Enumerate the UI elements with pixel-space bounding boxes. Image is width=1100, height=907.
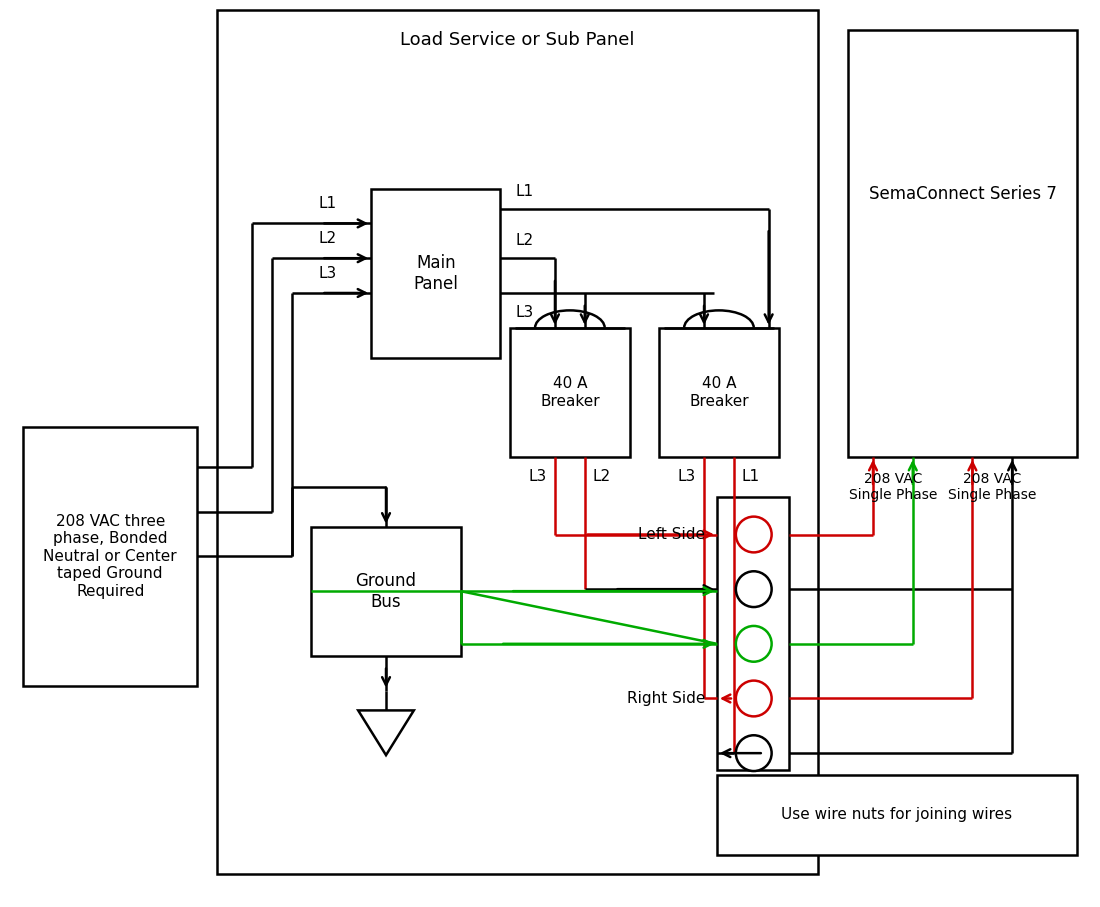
- Circle shape: [736, 571, 771, 607]
- Bar: [717, 775, 1077, 854]
- Bar: [717, 497, 789, 770]
- Text: SemaConnect Series 7: SemaConnect Series 7: [869, 185, 1056, 202]
- Text: Right Side: Right Side: [627, 691, 705, 706]
- Text: L1: L1: [318, 197, 337, 211]
- Circle shape: [736, 626, 771, 662]
- Bar: [217, 10, 818, 874]
- Text: 208 VAC
Single Phase: 208 VAC Single Phase: [849, 472, 937, 502]
- Text: Ground
Bus: Ground Bus: [355, 571, 417, 610]
- Text: L3: L3: [678, 469, 696, 484]
- Circle shape: [736, 736, 771, 771]
- Text: L2: L2: [593, 469, 611, 484]
- Bar: [311, 527, 461, 656]
- Bar: [371, 189, 500, 357]
- Bar: [510, 327, 629, 457]
- Text: Left Side: Left Side: [638, 527, 705, 542]
- Text: 40 A
Breaker: 40 A Breaker: [689, 376, 749, 408]
- Text: 40 A
Breaker: 40 A Breaker: [540, 376, 600, 408]
- Bar: [659, 327, 779, 457]
- Text: Use wire nuts for joining wires: Use wire nuts for joining wires: [781, 807, 1012, 823]
- Circle shape: [736, 517, 771, 552]
- Text: L1: L1: [515, 183, 534, 199]
- Circle shape: [736, 680, 771, 717]
- Text: L1: L1: [741, 469, 760, 484]
- Bar: [848, 30, 1077, 457]
- Text: 208 VAC three
phase, Bonded
Neutral or Center
taped Ground
Required: 208 VAC three phase, Bonded Neutral or C…: [43, 514, 177, 599]
- Text: Load Service or Sub Panel: Load Service or Sub Panel: [400, 31, 635, 49]
- Text: L2: L2: [318, 231, 337, 247]
- Text: 208 VAC
Single Phase: 208 VAC Single Phase: [948, 472, 1036, 502]
- Text: L2: L2: [515, 233, 534, 249]
- Text: L3: L3: [529, 469, 547, 484]
- Bar: [23, 427, 197, 686]
- Text: L3: L3: [515, 305, 534, 320]
- Text: L3: L3: [318, 266, 337, 281]
- Text: Main
Panel: Main Panel: [414, 254, 458, 293]
